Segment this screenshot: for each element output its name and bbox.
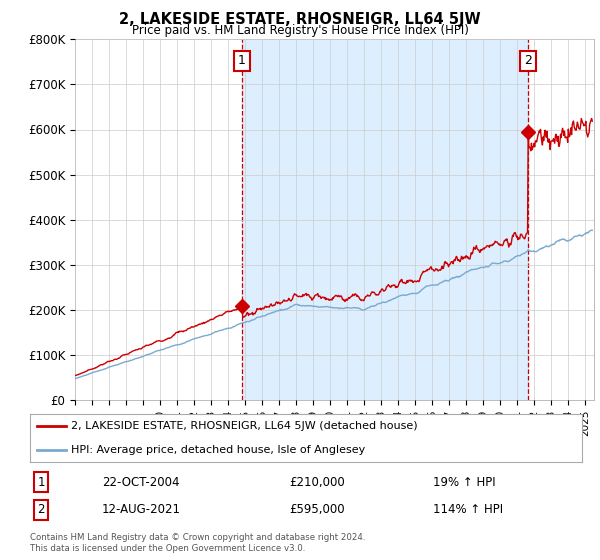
Bar: [242, 39, 528, 400]
Text: £595,000: £595,000: [289, 503, 345, 516]
Text: 2, LAKESIDE ESTATE, RHOSNEIGR, LL64 5JW: 2, LAKESIDE ESTATE, RHOSNEIGR, LL64 5JW: [119, 12, 481, 27]
Text: Contains HM Land Registry data © Crown copyright and database right 2024.
This d: Contains HM Land Registry data © Crown c…: [30, 533, 365, 553]
Text: 2, LAKESIDE ESTATE, RHOSNEIGR, LL64 5JW (detached house): 2, LAKESIDE ESTATE, RHOSNEIGR, LL64 5JW …: [71, 421, 418, 431]
Text: 1: 1: [37, 475, 45, 488]
Text: 1: 1: [238, 54, 246, 67]
Text: HPI: Average price, detached house, Isle of Anglesey: HPI: Average price, detached house, Isle…: [71, 445, 365, 455]
Text: £210,000: £210,000: [289, 475, 345, 488]
Text: 2: 2: [37, 503, 45, 516]
Text: 19% ↑ HPI: 19% ↑ HPI: [433, 475, 496, 488]
Text: 22-OCT-2004: 22-OCT-2004: [102, 475, 179, 488]
Text: 2: 2: [524, 54, 532, 67]
Text: Price paid vs. HM Land Registry's House Price Index (HPI): Price paid vs. HM Land Registry's House …: [131, 24, 469, 36]
Text: 12-AUG-2021: 12-AUG-2021: [102, 503, 181, 516]
Text: 114% ↑ HPI: 114% ↑ HPI: [433, 503, 503, 516]
